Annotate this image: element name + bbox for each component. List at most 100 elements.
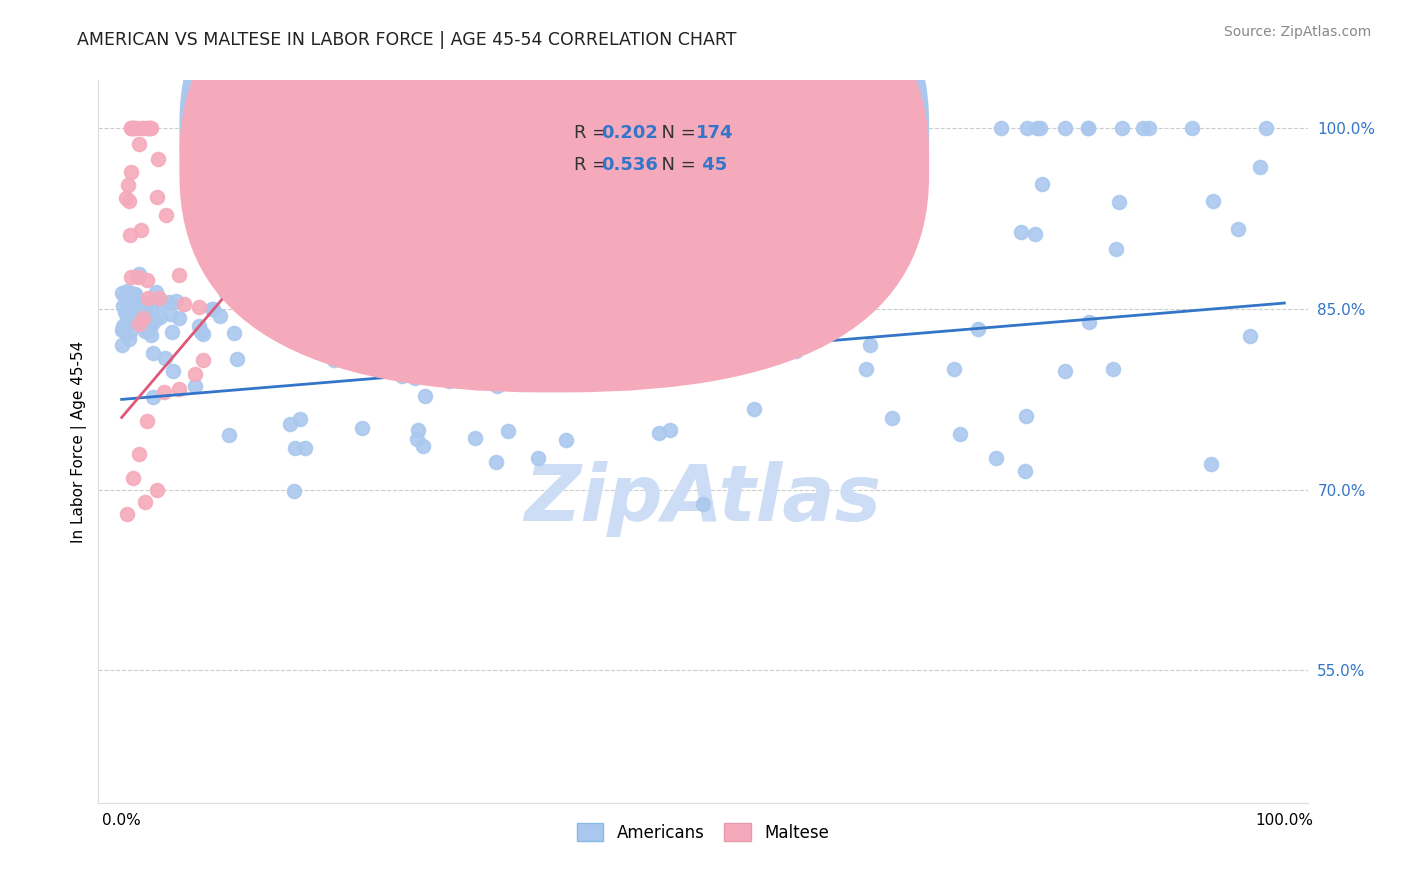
Point	[118, 194, 141, 209]
Point	[401, 318, 423, 333]
Point	[115, 312, 138, 326]
Point	[128, 298, 150, 312]
Point	[121, 165, 143, 179]
Point	[167, 382, 190, 396]
Point	[142, 390, 165, 404]
Point	[157, 294, 180, 309]
Point	[118, 332, 141, 346]
Text: ZipAtlas: ZipAtlas	[524, 461, 882, 537]
Point	[786, 121, 808, 136]
Point	[456, 372, 478, 386]
Point	[138, 323, 160, 337]
Point	[155, 208, 177, 222]
Point	[188, 301, 211, 315]
Point	[859, 337, 882, 351]
Point	[128, 317, 150, 331]
Text: N =: N =	[650, 156, 702, 174]
Point	[1025, 121, 1047, 136]
Point	[184, 379, 207, 393]
Point	[494, 370, 516, 384]
Legend: Americans, Maltese: Americans, Maltese	[569, 817, 837, 848]
Point	[340, 286, 363, 301]
Point	[120, 121, 142, 136]
Point	[132, 312, 155, 326]
Point	[146, 190, 169, 204]
Point	[132, 311, 155, 326]
Point	[1029, 121, 1052, 136]
Point	[136, 323, 159, 337]
Point	[990, 121, 1012, 136]
Point	[120, 287, 142, 301]
Point	[122, 121, 145, 136]
Point	[136, 121, 159, 136]
Point	[117, 507, 139, 521]
Point	[112, 325, 135, 339]
Point	[1101, 361, 1123, 376]
Point	[142, 346, 165, 360]
Point	[503, 354, 526, 368]
Point	[1108, 194, 1130, 209]
Point	[122, 121, 145, 136]
Point	[1199, 457, 1222, 471]
Point	[1015, 121, 1038, 136]
Point	[143, 313, 166, 327]
Point	[117, 178, 139, 192]
Point	[478, 319, 501, 334]
Point	[184, 368, 207, 382]
Point	[437, 374, 460, 388]
Point	[492, 308, 515, 322]
Point	[907, 198, 929, 212]
Point	[122, 471, 145, 485]
Point	[340, 289, 363, 303]
Point	[395, 358, 418, 372]
Point	[810, 274, 832, 288]
Text: 0.202: 0.202	[602, 124, 658, 142]
Point	[697, 158, 720, 172]
Point	[131, 121, 153, 136]
Point	[366, 121, 388, 136]
Point	[800, 121, 823, 136]
Point	[1077, 315, 1099, 329]
Point	[145, 285, 167, 299]
Point	[1132, 121, 1154, 136]
Point	[356, 305, 378, 319]
Point	[855, 361, 877, 376]
Point	[447, 300, 470, 314]
Point	[225, 352, 247, 367]
Text: 0.536: 0.536	[602, 156, 658, 174]
Point	[808, 121, 831, 136]
Point	[139, 121, 162, 136]
Point	[153, 351, 176, 365]
Point	[464, 431, 486, 445]
Point	[129, 223, 152, 237]
Point	[352, 421, 374, 435]
Point	[169, 311, 191, 326]
Point	[134, 495, 156, 509]
Point	[491, 327, 513, 342]
Point	[150, 296, 173, 310]
Point	[882, 410, 904, 425]
Point	[659, 423, 682, 437]
Point	[343, 133, 366, 147]
Point	[115, 296, 138, 310]
Point	[555, 433, 578, 447]
Point	[141, 301, 163, 316]
Point	[1014, 464, 1036, 478]
Point	[299, 266, 322, 280]
Point	[138, 291, 160, 305]
Point	[124, 316, 146, 330]
Point	[148, 291, 170, 305]
Point	[1024, 227, 1046, 242]
Point	[135, 297, 157, 311]
Point	[125, 308, 148, 322]
Point	[120, 300, 142, 314]
Point	[128, 447, 150, 461]
Point	[943, 362, 966, 376]
Point	[136, 415, 159, 429]
Point	[412, 439, 434, 453]
Point	[145, 483, 167, 497]
Point	[124, 286, 146, 301]
Point	[129, 315, 152, 329]
Point	[1254, 121, 1277, 136]
Point	[875, 121, 897, 136]
